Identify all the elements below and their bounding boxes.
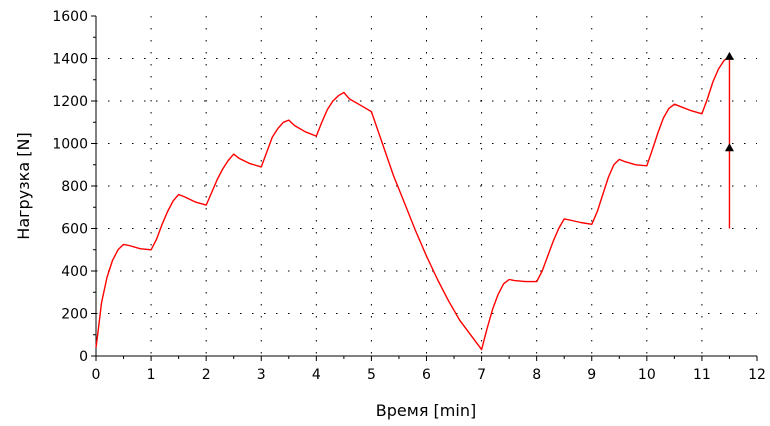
x-tick-label: 11	[693, 367, 711, 383]
x-tick-label: 3	[257, 367, 266, 383]
tick-layer: 0 1 2 3 4 5 6 7 8 9 10 11 12020040060080010001200140…	[52, 9, 766, 383]
y-tick-label: 0	[79, 349, 88, 365]
x-tick-label: 1	[147, 367, 156, 383]
y-axis-title: Нагрузка [N]	[14, 132, 33, 239]
series-line	[95, 55, 730, 351]
x-tick-label: 12	[748, 367, 766, 383]
y-tick-label: 200	[61, 307, 88, 323]
y-tick-label: 400	[61, 264, 88, 280]
series-layer	[95, 55, 731, 351]
x-tick-label: 5	[367, 367, 376, 383]
y-tick-label: 600	[61, 222, 88, 238]
x-tick-label: 2	[202, 367, 211, 383]
y-tick-label: 1200	[52, 94, 88, 110]
marker-layer	[724, 51, 734, 152]
x-axis-title: Время [min]	[376, 401, 476, 420]
x-tick-label: 0	[92, 367, 101, 383]
x-tick-label: 6	[422, 367, 431, 383]
y-tick-label: 1600	[52, 9, 88, 25]
x-tick-label: 4	[312, 367, 321, 383]
y-tick-label: 1400	[52, 52, 88, 68]
x-tick-label: 8	[532, 367, 541, 383]
y-tick-label: 800	[61, 179, 88, 195]
y-tick-label: 1000	[52, 137, 88, 153]
x-tick-label: 9	[587, 367, 596, 383]
grid-layer	[96, 16, 757, 356]
triangle-marker	[724, 143, 734, 152]
triangle-marker	[724, 51, 734, 60]
x-tick-label: 7	[477, 367, 486, 383]
x-tick-label: 10	[638, 367, 656, 383]
